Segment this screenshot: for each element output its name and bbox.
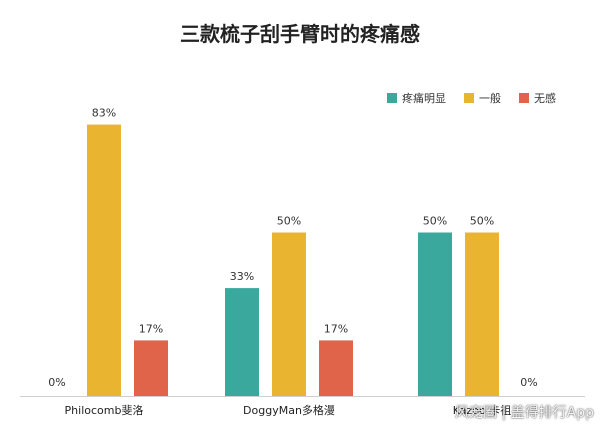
data-label-3-3: 0% <box>520 376 537 389</box>
legend: 疼痛明显 一般 无感 <box>387 90 556 106</box>
bar-3-2 <box>465 232 499 396</box>
category-label-2: DoggyMan多格漫 <box>243 403 335 417</box>
data-label-2-2: 50% <box>277 215 301 228</box>
data-label-3-2: 50% <box>470 215 494 228</box>
legend-swatch-series-3 <box>519 93 529 103</box>
category-label-1: Philocomb斐洛 <box>65 403 144 417</box>
legend-item-series-3: 无感 <box>519 90 556 106</box>
legend-item-series-1: 疼痛明显 <box>387 90 446 106</box>
legend-label-series-2: 一般 <box>479 92 501 105</box>
bar-2-1 <box>225 288 259 396</box>
data-label-2-1: 33% <box>230 270 254 283</box>
data-label-1-1: 0% <box>48 376 65 389</box>
bar-3-1 <box>418 232 452 396</box>
chart-title: 三款梳子刮手臂时的疼痛感 <box>180 22 420 46</box>
legend-swatch-series-2 <box>464 93 474 103</box>
legend-swatch-series-1 <box>387 93 397 103</box>
watermark: 风宠圈 | 盖得排行App <box>455 405 594 421</box>
data-label-1-2: 83% <box>92 107 116 120</box>
bar-1-2 <box>87 124 121 396</box>
data-label-2-3: 17% <box>324 322 348 335</box>
bar-1-3 <box>134 340 168 396</box>
legend-label-series-1: 疼痛明显 <box>402 92 446 105</box>
data-label-1-3: 17% <box>139 322 163 335</box>
bar-2-3 <box>319 340 353 396</box>
legend-item-series-2: 一般 <box>464 90 501 106</box>
bar-2-2 <box>272 232 306 396</box>
data-label-3-1: 50% <box>423 215 447 228</box>
legend-label-series-3: 无感 <box>534 92 556 105</box>
category-label-3: Kazoo 卡祖 <box>453 403 512 417</box>
